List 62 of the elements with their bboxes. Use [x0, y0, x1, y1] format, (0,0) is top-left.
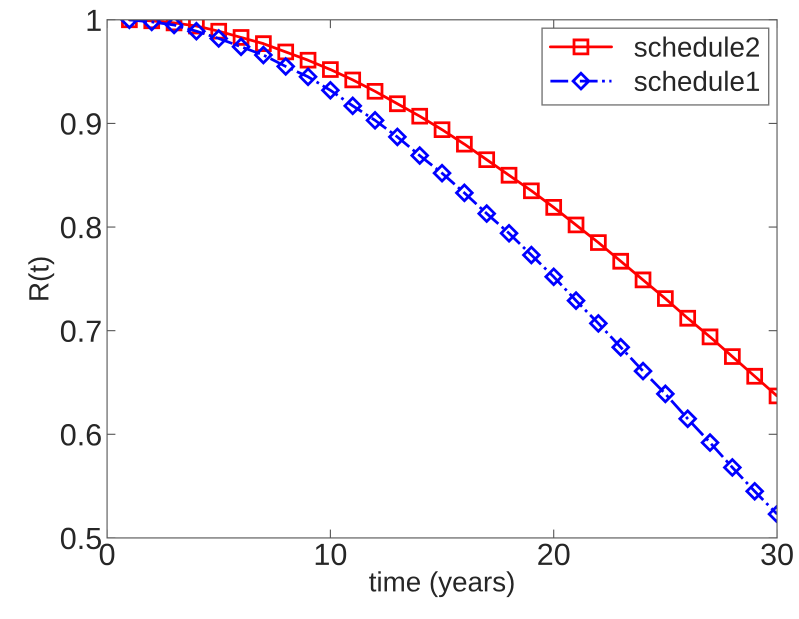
point	[254, 46, 273, 64]
point	[724, 348, 741, 365]
point	[389, 95, 406, 112]
point	[209, 29, 228, 48]
x-tick-label: 20	[538, 544, 570, 566]
point	[746, 368, 764, 385]
point	[344, 72, 362, 88]
point	[702, 328, 718, 346]
point	[656, 384, 675, 404]
point	[300, 52, 316, 69]
point	[523, 182, 540, 200]
point	[678, 410, 697, 428]
point	[321, 81, 340, 100]
point	[366, 82, 384, 100]
point	[568, 216, 584, 234]
y-tick-label: 0.6	[60, 424, 101, 446]
x-tick-label: 30	[761, 544, 793, 566]
y-tick-label: 0.8	[60, 216, 101, 238]
point	[634, 272, 652, 288]
y-tick-label: 1	[88, 10, 101, 31]
point	[544, 268, 563, 286]
x-tick-label: 10	[316, 544, 346, 566]
point	[477, 204, 496, 223]
point	[478, 151, 496, 168]
point	[343, 96, 362, 116]
point	[298, 68, 318, 86]
point	[187, 22, 206, 40]
point	[589, 314, 608, 333]
point	[590, 234, 607, 251]
x-axis-title: time (years)	[369, 571, 514, 598]
point	[657, 290, 674, 307]
x-tick-label: 0	[100, 544, 114, 566]
y-tick-label: 0.7	[60, 320, 101, 342]
point	[522, 246, 541, 264]
point	[612, 252, 630, 270]
point	[388, 128, 407, 146]
point	[277, 44, 294, 60]
y-axis-title: R(t)	[28, 257, 54, 300]
point	[411, 108, 428, 125]
point	[366, 111, 384, 130]
point	[611, 338, 630, 356]
point	[322, 61, 339, 78]
point	[276, 57, 295, 76]
point	[500, 224, 518, 243]
point	[500, 166, 518, 184]
point	[679, 310, 696, 327]
legend-label: schedule1	[634, 70, 760, 92]
point	[700, 433, 720, 452]
point	[434, 121, 450, 138]
point	[410, 146, 429, 165]
legend-label: schedule2	[634, 36, 759, 57]
y-tick-label: 0.5	[60, 528, 101, 550]
point	[545, 199, 562, 216]
point	[232, 38, 250, 56]
point	[634, 362, 652, 380]
y-tick-label: 0.9	[60, 113, 101, 135]
point	[455, 184, 474, 202]
point	[456, 136, 473, 152]
point	[566, 291, 586, 310]
point	[432, 164, 452, 182]
point	[723, 458, 742, 477]
point	[745, 482, 764, 501]
